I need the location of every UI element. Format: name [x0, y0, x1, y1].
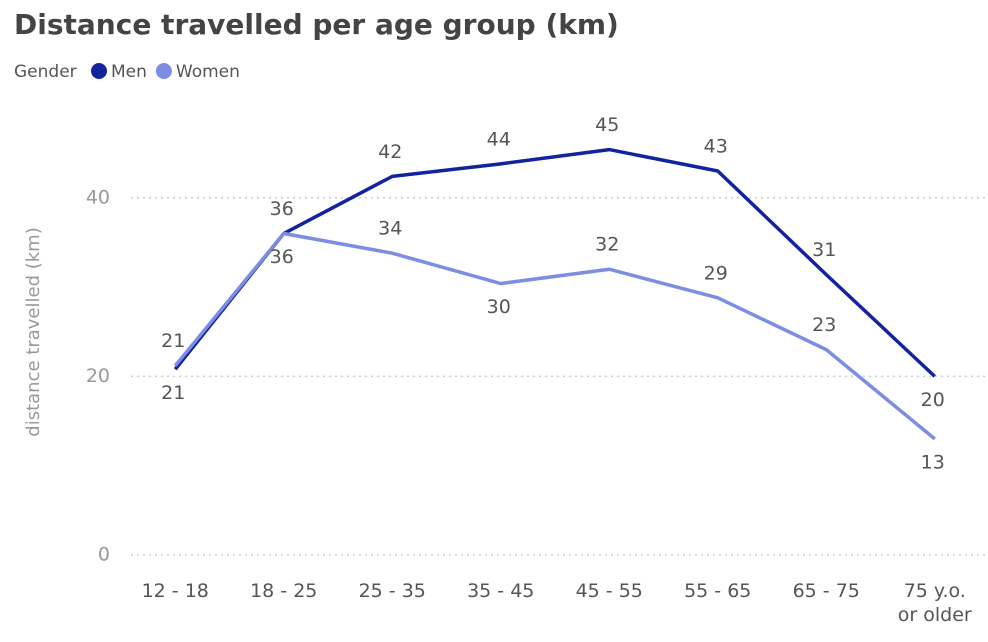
data-label: 34 [378, 218, 402, 240]
data-label: 13 [921, 451, 945, 473]
x-tick-label: 18 - 25 [250, 580, 318, 602]
line-series [173, 231, 936, 441]
legend-marker [91, 63, 107, 79]
y-tick-label: 20 [86, 365, 110, 387]
data-label: 31 [812, 239, 836, 261]
x-tick-label: 65 - 75 [792, 580, 860, 602]
y-tick-label: 0 [98, 544, 110, 566]
data-label: 36 [270, 246, 294, 268]
data-label: 44 [487, 128, 511, 150]
data-label: 42 [378, 141, 402, 163]
data-label: 43 [704, 136, 728, 158]
data-label: 32 [595, 234, 619, 256]
legend-label: Men [111, 62, 147, 82]
data-label: 30 [487, 296, 511, 318]
legend-label: Women [176, 62, 240, 82]
data-label: 36 [270, 198, 294, 220]
x-tick-label: 45 - 55 [575, 580, 643, 602]
x-tick-label: 55 - 65 [684, 580, 752, 602]
data-label: 45 [595, 114, 619, 136]
y-axis-label: distance travelled (km) [23, 227, 44, 436]
data-label: 23 [812, 314, 836, 336]
legend-marker [155, 63, 172, 79]
x-tick-label: 25 - 35 [358, 580, 426, 602]
data-label: 21 [161, 382, 185, 404]
x-tick-label: 75 y.o. or older [897, 580, 972, 626]
y-tick-label: 40 [86, 186, 110, 208]
data-label: 21 [161, 330, 185, 352]
x-tick-label: 35 - 45 [467, 580, 535, 602]
legend-title: Gender [14, 62, 77, 82]
chart-title: Distance travelled per age group (km) [14, 8, 619, 41]
line-series [173, 147, 936, 378]
x-tick-label: 12 - 18 [141, 580, 209, 602]
data-label: 20 [921, 389, 945, 411]
data-label: 29 [704, 262, 728, 284]
